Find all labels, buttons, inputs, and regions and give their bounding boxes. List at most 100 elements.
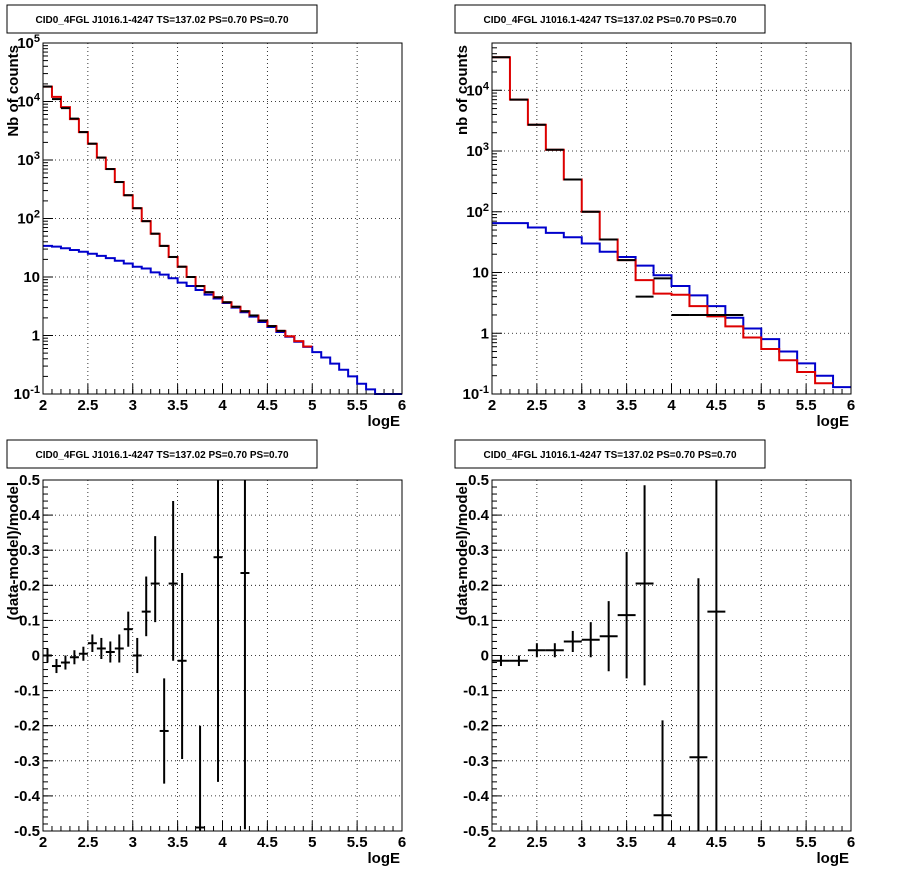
x-tick-label: 2.5 xyxy=(77,397,98,414)
data-point xyxy=(527,643,546,658)
y-tick-label: -0.2 xyxy=(14,718,40,735)
y-tick-label: 0 xyxy=(481,648,489,665)
y-tick-label: 0.4 xyxy=(19,507,41,524)
y-tick-label: 0.1 xyxy=(19,612,40,629)
y-axis-label: Nb of counts xyxy=(5,45,22,137)
x-tick-label: 3 xyxy=(578,397,586,414)
chart-panel-4: CID0_4FGL J1016.1-4247 TS=137.02 PS=0.70… xyxy=(454,439,855,867)
y-axis-label: (data-model)/model xyxy=(454,482,471,620)
x-tick-label: 2 xyxy=(39,397,47,414)
y-tick-label: 10-1 xyxy=(463,384,489,403)
data-point xyxy=(78,646,88,661)
chart-panel-3: CID0_4FGL J1016.1-4247 TS=137.02 PS=0.70… xyxy=(5,439,406,867)
y-tick-label: -0.1 xyxy=(14,683,40,700)
plot-frame xyxy=(42,42,403,395)
y-tick-label: -0.5 xyxy=(14,823,40,840)
data-point xyxy=(123,611,133,647)
x-tick-label: 3.5 xyxy=(616,834,637,851)
x-tick-label: 5 xyxy=(757,834,765,851)
y-tick-label: 105 xyxy=(17,33,40,52)
x-axis-label: logE xyxy=(368,850,401,867)
data-point xyxy=(114,634,124,663)
data-point xyxy=(43,648,52,663)
x-tick-label: 4.5 xyxy=(706,397,727,414)
x-tick-label: 4 xyxy=(667,834,676,851)
y-tick-label: 0.3 xyxy=(468,542,489,559)
x-tick-label: 4 xyxy=(667,397,676,414)
y-tick-label: -0.4 xyxy=(463,788,490,805)
y-tick-label: -0.3 xyxy=(463,753,489,770)
data-point xyxy=(689,578,708,831)
data-point xyxy=(599,601,618,672)
data-point xyxy=(581,622,600,658)
y-tick-label: 1 xyxy=(481,325,489,342)
x-tick-label: 3.5 xyxy=(167,397,188,414)
x-tick-label: 4.5 xyxy=(706,834,727,851)
data-point xyxy=(545,643,564,658)
x-tick-label: 2 xyxy=(488,397,496,414)
y-tick-label: 0.5 xyxy=(468,472,489,489)
data-point xyxy=(141,576,151,637)
x-tick-label: 4 xyxy=(218,397,227,414)
x-tick-label: 2.5 xyxy=(526,397,547,414)
x-tick-label: 6 xyxy=(398,834,406,851)
x-tick-label: 3 xyxy=(129,834,137,851)
x-tick-label: 5.5 xyxy=(347,834,368,851)
y-tick-label: -0.2 xyxy=(463,718,489,735)
chart-title: CID0_4FGL J1016.1-4247 TS=137.02 PS=0.70… xyxy=(483,15,736,26)
x-tick-label: 5 xyxy=(308,834,316,851)
y-axis-label: nb of counts xyxy=(454,45,471,135)
chart-title: CID0_4FGL J1016.1-4247 TS=137.02 PS=0.70… xyxy=(35,450,288,461)
y-axis-label: (data-model)/model xyxy=(5,482,22,620)
x-tick-label: 5.5 xyxy=(796,397,817,414)
x-tick-label: 3.5 xyxy=(616,397,637,414)
x-tick-label: 5.5 xyxy=(347,397,368,414)
data-point xyxy=(635,485,654,686)
data-point xyxy=(96,637,106,660)
plot-frame xyxy=(42,479,403,832)
chart-title-box xyxy=(6,4,318,34)
data-point xyxy=(509,655,528,667)
y-tick-label: 103 xyxy=(466,141,489,160)
data-point xyxy=(563,630,582,652)
data-point xyxy=(60,655,70,670)
chart-title-box xyxy=(6,439,318,469)
y-tick-label: 0.3 xyxy=(19,542,40,559)
x-tick-label: 2 xyxy=(488,834,496,851)
chart-title: CID0_4FGL J1016.1-4247 TS=137.02 PS=0.70… xyxy=(483,450,736,461)
data-point xyxy=(150,536,160,623)
y-tick-label: -0.3 xyxy=(14,753,40,770)
plot-frame xyxy=(491,42,852,395)
x-tick-label: 4.5 xyxy=(257,397,278,414)
chart-panel-2: CID0_4FGL J1016.1-4247 TS=137.02 PS=0.70… xyxy=(454,4,855,430)
x-tick-label: 4.5 xyxy=(257,834,278,851)
data-point xyxy=(240,480,250,830)
x-axis-label: logE xyxy=(817,413,850,430)
data-point xyxy=(492,655,510,667)
data-point xyxy=(159,678,169,784)
model-histogram-1 xyxy=(492,222,851,389)
y-tick-label: 0 xyxy=(32,648,40,665)
y-tick-label: 0.2 xyxy=(468,577,489,594)
model-histogram-2 xyxy=(492,56,834,385)
data-point xyxy=(213,480,223,782)
model-histogram-1 xyxy=(43,244,402,395)
chart-title: CID0_4FGL J1016.1-4247 TS=137.02 PS=0.70… xyxy=(35,15,288,26)
y-tick-label: -0.1 xyxy=(463,683,489,700)
x-axis-label: logE xyxy=(817,850,850,867)
data-point xyxy=(707,480,726,831)
data-point xyxy=(132,637,142,674)
y-tick-label: 10 xyxy=(23,269,40,286)
data-point xyxy=(105,641,115,663)
data-point xyxy=(177,573,187,760)
data-point xyxy=(617,551,636,679)
x-tick-label: 2.5 xyxy=(526,834,547,851)
y-tick-label: 10-1 xyxy=(14,384,40,403)
y-tick-label: -0.4 xyxy=(14,788,41,805)
data-point xyxy=(653,720,672,831)
chart-title-box xyxy=(454,439,766,469)
y-tick-label: 0.5 xyxy=(19,472,40,489)
y-tick-label: 10 xyxy=(472,265,489,282)
y-tick-label: -0.5 xyxy=(463,823,489,840)
